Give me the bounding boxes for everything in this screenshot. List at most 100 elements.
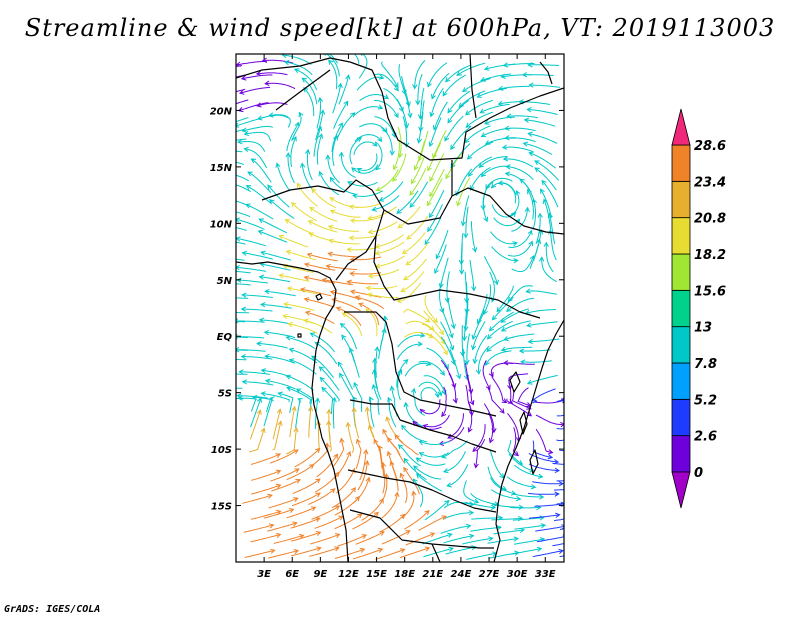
streamline-arrowhead [527,188,532,195]
streamline [352,512,379,530]
streamline-arrowhead [387,396,393,403]
streamline [450,125,472,150]
streamline-arrowhead [282,263,288,269]
streamline [421,323,446,345]
streamline-arrowhead [444,500,450,506]
streamline [446,271,450,303]
streamline-arrowhead [511,211,517,218]
streamline-arrowhead [497,180,504,186]
colorbar-level-label: 0 [694,466,703,481]
lon-tick-label: 33E [535,569,556,580]
streamline [261,303,292,309]
streamline [236,283,251,286]
streamline [258,230,288,243]
streamline [328,421,332,452]
streamline [316,134,323,165]
streamline-arrowhead [333,453,339,459]
lon-tick-label: 24E [451,569,472,580]
streamline-arrowhead [293,426,299,433]
streamline [405,532,435,546]
streamline-arrowhead [442,91,448,97]
streamline [427,62,448,87]
streamline-arrowhead [534,160,540,166]
streamline [241,356,273,360]
streamline [349,203,381,208]
streamline-arrowhead [385,416,391,422]
streamline [321,387,334,415]
streamline [464,125,491,143]
streamline-arrowhead [428,333,434,339]
streamline-arrowhead [346,279,352,285]
streamline [426,178,443,206]
streamline [418,381,442,396]
streamline-arrowhead [303,318,309,324]
latitude-ticks: 20N 15N 10N 5N EQ 5S 10S 15S [210,106,564,513]
streamline [329,177,356,195]
streamline [369,396,375,428]
streamline [250,484,281,495]
streamline [316,97,322,129]
streamline-arrowhead [539,494,545,500]
streamline-arrowhead [450,359,456,366]
streamline-arrowhead [294,121,300,128]
streamline [507,241,533,257]
streamline-arrowhead [488,326,495,332]
streamline [359,93,389,102]
streamline [250,510,281,520]
streamline-arrowhead [520,359,526,365]
streamline [491,204,516,218]
streamline-arrowhead [256,341,262,347]
streamline [556,414,564,417]
streamline-arrowhead [462,87,468,93]
streamline [528,64,560,66]
streamline [425,332,448,355]
streamline [398,444,421,467]
streamline-arrowhead [260,368,266,374]
streamline-arrowhead [531,198,538,204]
streamline [241,74,273,80]
streamline-arrowhead [394,434,400,440]
streamline-arrowhead [355,438,361,444]
streamline [514,524,546,530]
streamline [273,534,304,544]
streamline [292,478,321,494]
streamline [514,464,543,478]
streamline [480,103,510,114]
streamline-arrowhead [356,167,363,173]
streamline [406,216,428,240]
streamline-arrowhead [329,197,335,203]
streamline-arrowhead [483,216,489,223]
streamline [291,202,317,222]
streamline-arrowhead [377,136,383,142]
streamline-arrowhead [268,523,275,529]
streamline [396,98,408,128]
streamline [435,229,449,259]
streamline [505,127,536,132]
streamline-arrowhead [349,271,355,277]
streamline-arrowhead [483,65,490,71]
streamline-arrowhead [335,306,342,312]
streamline-arrowhead [513,258,519,264]
streamline-arrowhead [327,224,334,230]
streamline-arrowhead [339,372,344,379]
streamline [350,216,382,222]
streamline-arrowhead [527,229,533,236]
streamline-arrowhead [346,450,352,457]
streamline [416,473,443,492]
streamline [326,265,358,270]
streamline-arrowhead [363,448,369,455]
streamline-arrowhead [405,260,411,266]
streamline-arrowhead [411,490,417,496]
longitude-ticks: 3E 6E 9E 12E 15E 18E 21E 24E 27E 30E 33E [257,54,556,580]
streamline [236,258,245,261]
streamline-arrowhead [410,178,416,185]
streamline [489,311,515,332]
streamline-arrowhead [303,262,310,268]
streamline [286,506,316,519]
streamline-arrowhead [220,268,224,272]
streamline-arrowhead [486,334,493,340]
streamline [267,522,297,532]
streamline-arrowhead [416,138,422,144]
streamline-arrowhead [393,112,399,119]
streamline-arrowhead [317,125,323,132]
